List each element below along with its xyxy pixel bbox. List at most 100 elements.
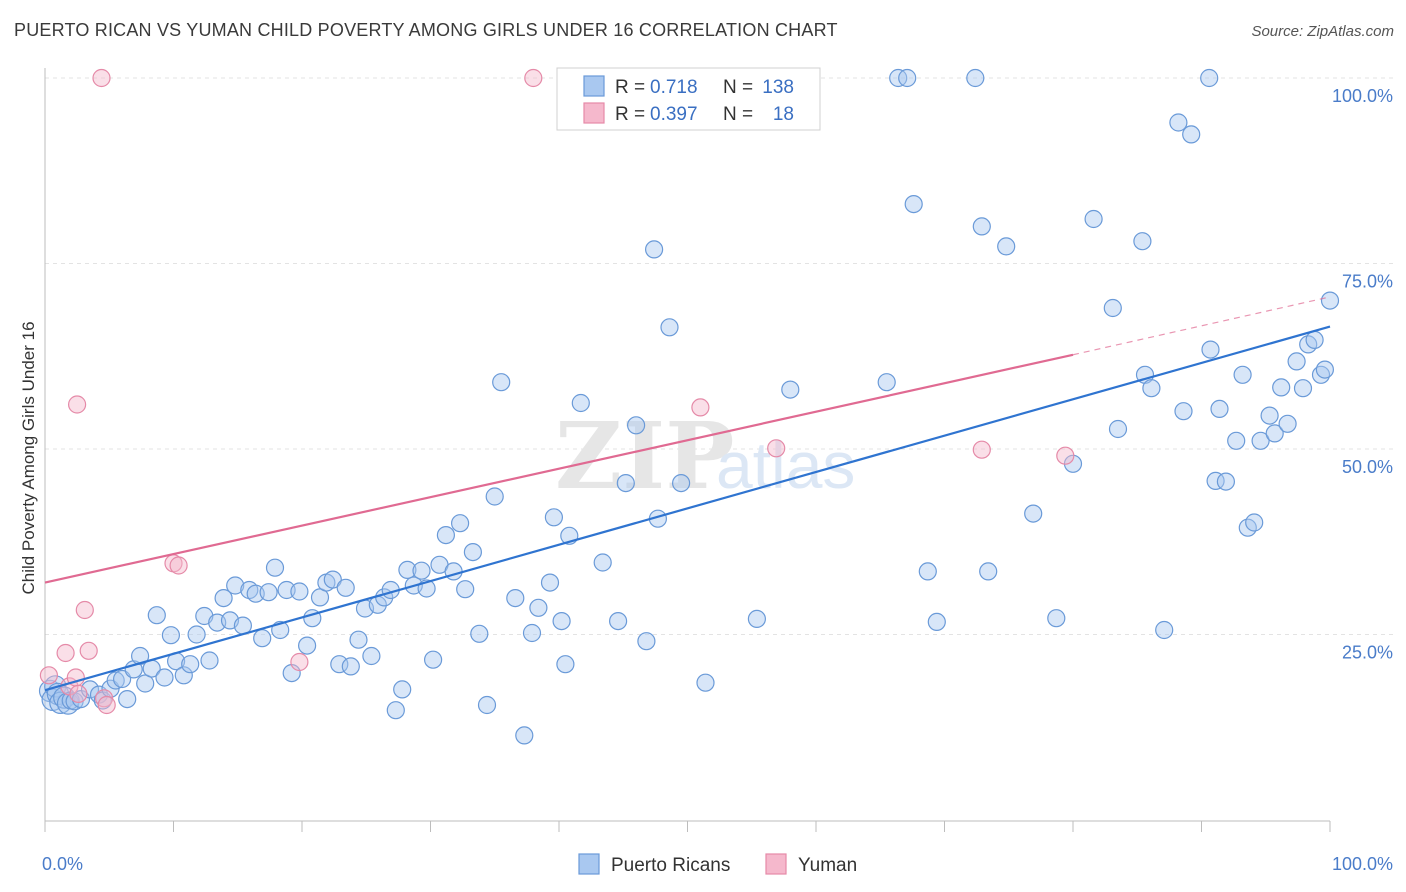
point-yuman bbox=[691, 398, 710, 417]
point-puerto-ricans bbox=[522, 623, 542, 643]
point-puerto-ricans bbox=[571, 393, 590, 413]
point-puerto-ricans bbox=[393, 680, 412, 699]
point-puerto-ricans bbox=[80, 680, 100, 699]
source-credit: Source: ZipAtlas.com bbox=[1251, 23, 1394, 40]
bottom-legend-label-puerto-ricans: Puerto Ricans bbox=[611, 855, 730, 876]
legend-n-label: N = bbox=[723, 77, 753, 98]
point-puerto-ricans bbox=[456, 580, 475, 599]
point-yuman bbox=[97, 695, 116, 715]
point-puerto-ricans bbox=[671, 474, 691, 493]
point-puerto-ricans bbox=[515, 726, 534, 745]
point-puerto-ricans bbox=[492, 373, 511, 392]
point-puerto-ricans bbox=[556, 655, 575, 674]
point-puerto-ricans bbox=[323, 570, 342, 589]
point-puerto-ricans bbox=[349, 630, 368, 649]
legend-swatch-puerto-ricans bbox=[583, 75, 605, 97]
series-legend: Puerto Ricans Yuman bbox=[578, 853, 857, 876]
point-puerto-ricans bbox=[330, 655, 349, 674]
point-puerto-ricans bbox=[616, 474, 635, 493]
x-tick-labels: 0.0% 100.0% bbox=[42, 854, 1393, 874]
y-tick-labels: 25.0% 50.0% 75.0% 100.0% bbox=[1332, 86, 1393, 663]
point-puerto-ricans bbox=[1260, 406, 1279, 425]
point-puerto-ricans bbox=[1293, 379, 1313, 398]
legend-r-value: 0.397 bbox=[650, 104, 698, 125]
point-puerto-ricans bbox=[226, 576, 245, 595]
y-tick-label: 25.0% bbox=[1342, 643, 1393, 663]
point-puerto-ricans bbox=[463, 542, 482, 562]
x-tick-label: 100.0% bbox=[1332, 854, 1393, 874]
watermark-atlas: atlas bbox=[716, 428, 855, 502]
point-puerto-ricans bbox=[506, 588, 525, 608]
point-puerto-ricans bbox=[118, 689, 137, 709]
point-puerto-ricans bbox=[918, 562, 937, 581]
point-puerto-ricans bbox=[1201, 340, 1220, 359]
point-puerto-ricans bbox=[1320, 291, 1340, 310]
point-puerto-ricans bbox=[1206, 471, 1225, 490]
point-puerto-ricans bbox=[298, 636, 317, 655]
point-puerto-ricans bbox=[214, 588, 233, 608]
point-yuman bbox=[92, 68, 111, 88]
legend-n-value: 18 bbox=[773, 104, 794, 125]
point-puerto-ricans bbox=[398, 560, 417, 580]
scatter-points bbox=[38, 68, 1340, 745]
point-yuman bbox=[69, 684, 88, 704]
point-puerto-ricans bbox=[1182, 125, 1201, 144]
point-puerto-ricans bbox=[1084, 209, 1103, 229]
point-puerto-ricans bbox=[412, 561, 431, 580]
point-puerto-ricans bbox=[927, 612, 946, 632]
point-puerto-ricans bbox=[904, 195, 923, 214]
x-tick-label: 0.0% bbox=[42, 854, 83, 874]
point-puerto-ricans bbox=[341, 657, 360, 676]
point-puerto-ricans bbox=[1133, 232, 1152, 251]
legend-n-value: 138 bbox=[762, 77, 794, 98]
point-puerto-ricans bbox=[362, 646, 381, 666]
point-puerto-ricans bbox=[200, 651, 219, 670]
trend-line-yuman bbox=[44, 353, 1074, 584]
point-puerto-ricans bbox=[781, 380, 800, 399]
point-puerto-ricans bbox=[136, 674, 155, 693]
point-puerto-ricans bbox=[106, 671, 125, 690]
legend-swatch-yuman bbox=[583, 102, 605, 124]
legend-n-label: N = bbox=[723, 104, 753, 125]
y-tick-label: 75.0% bbox=[1342, 272, 1393, 292]
point-yuman bbox=[290, 652, 309, 672]
point-puerto-ricans bbox=[155, 668, 174, 687]
point-puerto-ricans bbox=[485, 487, 504, 506]
point-puerto-ricans bbox=[187, 625, 206, 644]
point-puerto-ricans bbox=[1155, 620, 1174, 640]
point-puerto-ricans bbox=[1108, 419, 1128, 439]
point-puerto-ricans bbox=[1245, 513, 1264, 532]
point-puerto-ricans bbox=[1233, 365, 1252, 384]
point-puerto-ricans bbox=[540, 573, 560, 592]
point-puerto-ricans bbox=[290, 582, 309, 601]
point-puerto-ricans bbox=[1142, 379, 1161, 398]
point-puerto-ricans bbox=[1174, 402, 1193, 421]
point-puerto-ricans bbox=[1200, 68, 1219, 88]
point-puerto-ricans bbox=[608, 611, 628, 631]
y-axis-label: Child Poverty Among Girls Under 16 bbox=[19, 321, 38, 594]
point-puerto-ricans bbox=[386, 701, 405, 720]
bottom-legend-swatch-yuman bbox=[765, 853, 787, 875]
point-yuman bbox=[169, 556, 188, 575]
watermark-zip: ZIP bbox=[555, 402, 734, 510]
point-puerto-ricans bbox=[1315, 360, 1335, 379]
point-puerto-ricans bbox=[470, 624, 489, 643]
point-puerto-ricans bbox=[147, 606, 166, 625]
point-puerto-ricans bbox=[1047, 609, 1066, 628]
point-puerto-ricans bbox=[1272, 378, 1291, 397]
point-puerto-ricans bbox=[259, 583, 278, 602]
point-puerto-ricans bbox=[424, 650, 443, 669]
point-yuman bbox=[75, 600, 94, 620]
point-puerto-ricans bbox=[1251, 431, 1270, 450]
point-yuman bbox=[767, 439, 786, 458]
point-puerto-ricans bbox=[637, 632, 656, 651]
point-puerto-ricans bbox=[966, 68, 985, 88]
chart-title: PUERTO RICAN VS YUMAN CHILD POVERTY AMON… bbox=[14, 20, 838, 40]
point-puerto-ricans bbox=[696, 673, 715, 692]
trend-lines bbox=[44, 296, 1331, 692]
point-puerto-ricans bbox=[979, 562, 998, 581]
grid-lines bbox=[45, 77, 1394, 635]
point-puerto-ricans bbox=[1265, 424, 1284, 443]
point-puerto-ricans bbox=[436, 525, 455, 545]
legend-r-label: R = bbox=[615, 104, 645, 125]
